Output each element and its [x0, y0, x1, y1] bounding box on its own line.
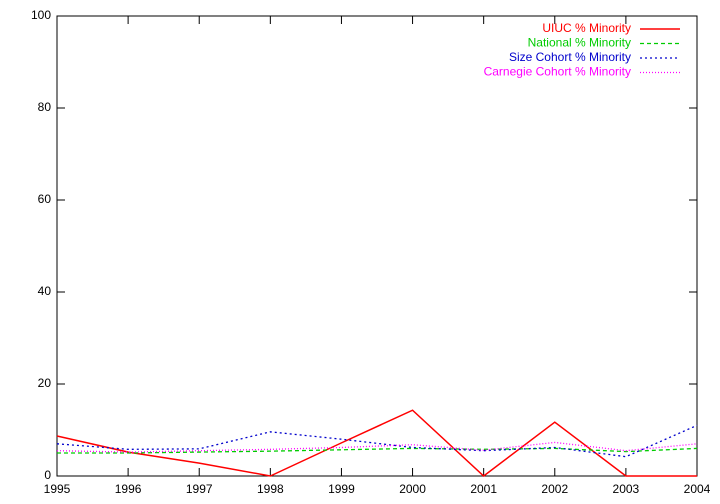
x-tick-label: 1996 — [115, 482, 142, 496]
y-tick-label: 20 — [38, 376, 52, 390]
y-tick-label: 60 — [38, 192, 52, 206]
x-tick-label: 2003 — [613, 482, 640, 496]
x-tick-label: 2004 — [684, 482, 711, 496]
y-tick-label: 40 — [38, 284, 52, 298]
legend-label: UIUC % Minority — [542, 21, 631, 35]
series-line — [56, 441, 698, 453]
legend-label: Carnegie Cohort % Minority — [484, 65, 631, 79]
x-tick-label: 2000 — [399, 482, 426, 496]
legend-label: National % Minority — [528, 36, 631, 50]
legend-label: Size Cohort % Minority — [509, 50, 631, 64]
y-tick-label: 100 — [31, 8, 51, 22]
x-tick-label: 2001 — [470, 482, 497, 496]
series-line — [56, 424, 698, 458]
plot-border — [56, 15, 698, 477]
x-tick-label: 1997 — [186, 482, 213, 496]
x-tick-label: 1998 — [257, 482, 284, 496]
x-tick-label: 1995 — [44, 482, 71, 496]
series-line — [57, 447, 698, 454]
x-tick-label: 2002 — [541, 482, 568, 496]
y-tick-label: 0 — [44, 468, 51, 482]
y-tick-label: 80 — [38, 100, 52, 114]
series-line — [56, 409, 697, 477]
x-tick-label: 1999 — [328, 482, 355, 496]
